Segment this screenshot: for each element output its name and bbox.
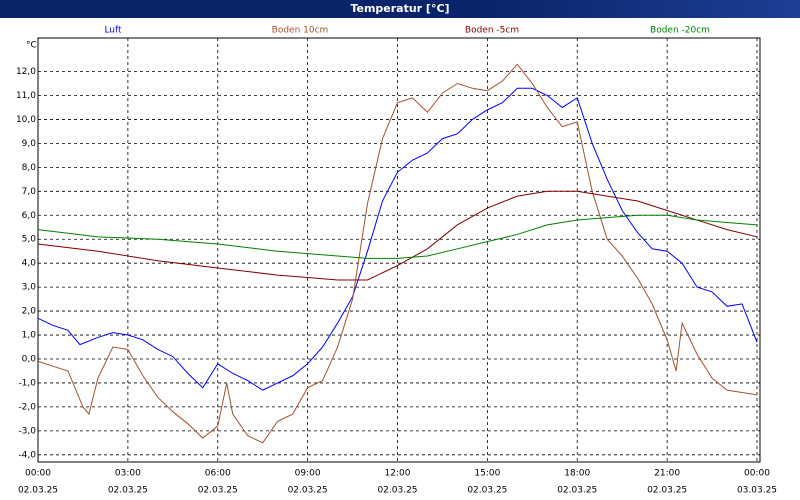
y-unit: °C — [26, 41, 37, 51]
y-tick-label: 2,0 — [22, 307, 37, 317]
x-tick-label: 00:00 — [25, 469, 51, 479]
x-tick-date: 02.03.25 — [377, 486, 417, 496]
x-tick-date: 02.03.25 — [198, 486, 238, 496]
x-tick-date: 02.03.25 — [467, 486, 507, 496]
y-tick-label: -4,0 — [18, 450, 36, 460]
legend-entry: Boden -20cm — [650, 26, 710, 36]
y-tick-label: 1,0 — [22, 331, 37, 341]
y-tick-label: 7,0 — [22, 187, 37, 197]
y-tick-label: 9,0 — [22, 139, 37, 149]
y-tick-label: -3,0 — [18, 426, 36, 436]
y-tick-label: -1,0 — [18, 378, 36, 388]
y-tick-label: 0,0 — [22, 354, 37, 364]
y-tick-label: -2,0 — [18, 402, 36, 412]
plot-area — [37, 37, 761, 463]
chart: °C -4,0 -3,0 -2,0 -1,0 0,0 1,0 2,0 3,0 4,0 5,0 6,0… — [16, 26, 777, 496]
y-tick-label: 11,0 — [16, 91, 36, 101]
x-tick-label: 18:00 — [564, 469, 590, 479]
y-tick-label: 8,0 — [22, 163, 37, 173]
y-tick-label: 5,0 — [22, 235, 37, 245]
y-tick-label: 10,0 — [16, 115, 36, 125]
legend-entry: Boden -5cm — [465, 26, 519, 36]
x-tick-date: 03.03.25 — [737, 486, 777, 496]
y-tick-label: 3,0 — [22, 283, 37, 293]
x-tick-label: 06:00 — [205, 469, 231, 479]
legend-entry: Boden 10cm — [272, 26, 329, 36]
x-tick-date: 02.03.25 — [557, 486, 597, 496]
x-tick-date: 02.03.25 — [18, 486, 58, 496]
y-tick-label: 12,0 — [16, 67, 36, 77]
x-tick-label: 00:00 — [744, 469, 770, 479]
x-tick-date: 02.03.25 — [108, 486, 148, 496]
x-tick-label: 15:00 — [474, 469, 500, 479]
x-tick-label: 09:00 — [295, 469, 321, 479]
legend-entry: Luft — [104, 26, 122, 36]
title-bar: Temperatur [°C] — [0, 0, 800, 18]
x-tick-label: 12:00 — [385, 469, 411, 479]
series-line — [37, 87, 758, 391]
x-tick-date: 02.03.25 — [647, 486, 687, 496]
x-tick-date: 02.03.25 — [288, 486, 328, 496]
series-line — [37, 214, 758, 259]
y-tick-label: 6,0 — [22, 211, 37, 221]
series-line — [37, 63, 758, 444]
x-tick-label: 03:00 — [115, 469, 141, 479]
x-tick-label: 21:00 — [654, 469, 680, 479]
y-tick-label: 4,0 — [22, 259, 37, 269]
series-line — [37, 190, 758, 281]
